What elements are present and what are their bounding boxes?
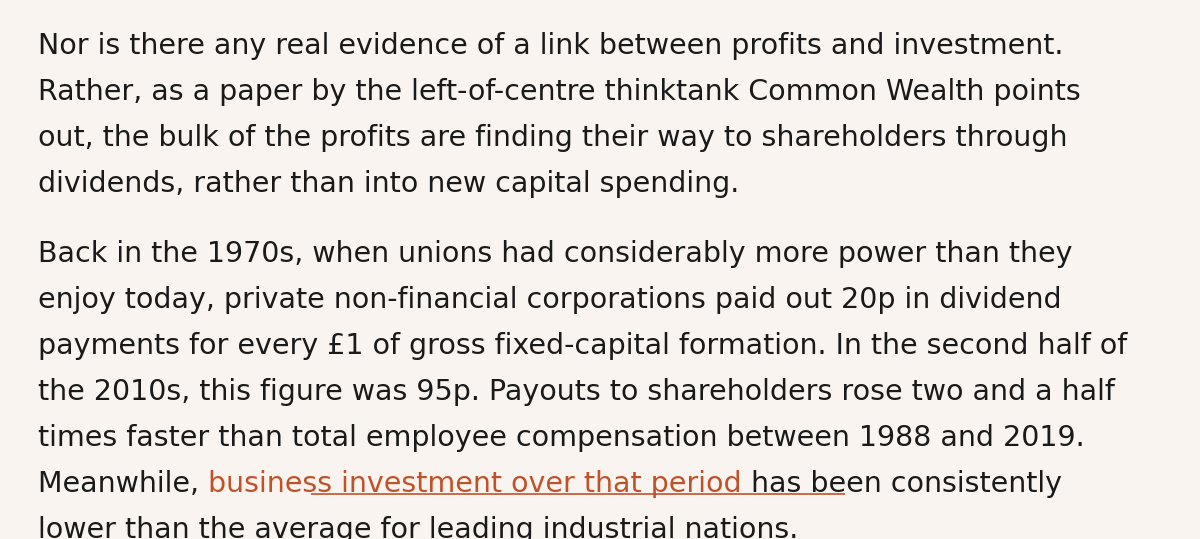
Text: Rather, as a paper by the left-of-centre thinktank Common Wealth points: Rather, as a paper by the left-of-centre… (38, 78, 1081, 106)
Text: has been consistently: has been consistently (742, 470, 1062, 498)
Text: Meanwhile,: Meanwhile, (38, 470, 208, 498)
Text: dividends, rather than into new capital spending.: dividends, rather than into new capital … (38, 170, 739, 198)
Text: times faster than total employee compensation between 1988 and 2019.: times faster than total employee compens… (38, 424, 1085, 452)
Text: Back in the 1970s, when unions had considerably more power than they: Back in the 1970s, when unions had consi… (38, 240, 1073, 268)
Text: Nor is there any real evidence of a link between profits and investment.: Nor is there any real evidence of a link… (38, 32, 1063, 60)
Text: payments for every £1 of gross fixed-capital formation. In the second half of: payments for every £1 of gross fixed-cap… (38, 332, 1127, 360)
Text: out, the bulk of the profits are finding their way to shareholders through: out, the bulk of the profits are finding… (38, 124, 1068, 152)
Text: lower than the average for leading industrial nations.: lower than the average for leading indus… (38, 516, 798, 539)
Text: the 2010s, this figure was 95p. Payouts to shareholders rose two and a half: the 2010s, this figure was 95p. Payouts … (38, 378, 1115, 406)
Text: enjoy today, private non-financial corporations paid out 20p in dividend: enjoy today, private non-financial corpo… (38, 286, 1062, 314)
Text: business investment over that period: business investment over that period (208, 470, 742, 498)
